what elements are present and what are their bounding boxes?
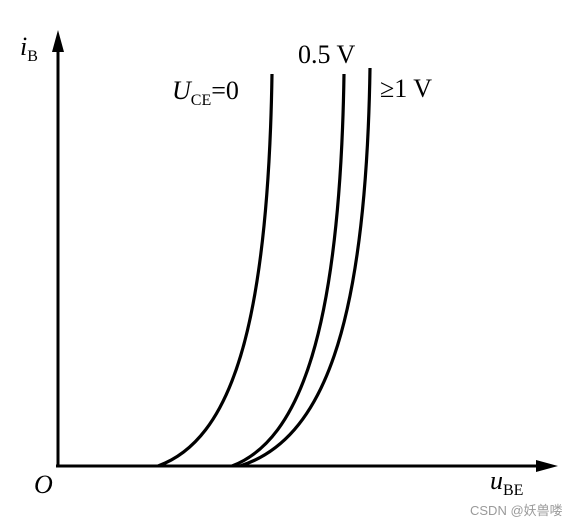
curve-label-uce-1v: ≥1 V [380, 74, 433, 103]
x-axis-label: uBE [490, 466, 524, 499]
curve-uce-0-5v [231, 73, 346, 468]
y-axis-arrowhead [52, 30, 64, 52]
curve-label-uce-0: UCE=0 [172, 76, 239, 109]
y-axis-label: iB [20, 32, 38, 65]
x-axis-arrowhead [536, 460, 558, 472]
curve-uce-0 [157, 73, 274, 468]
curve-label-uce-0-5v: 0.5 V [298, 40, 356, 69]
watermark: CSDN @妖兽喽 [470, 503, 563, 518]
curve-uce-1v [239, 67, 372, 468]
origin-label: O [34, 470, 53, 499]
